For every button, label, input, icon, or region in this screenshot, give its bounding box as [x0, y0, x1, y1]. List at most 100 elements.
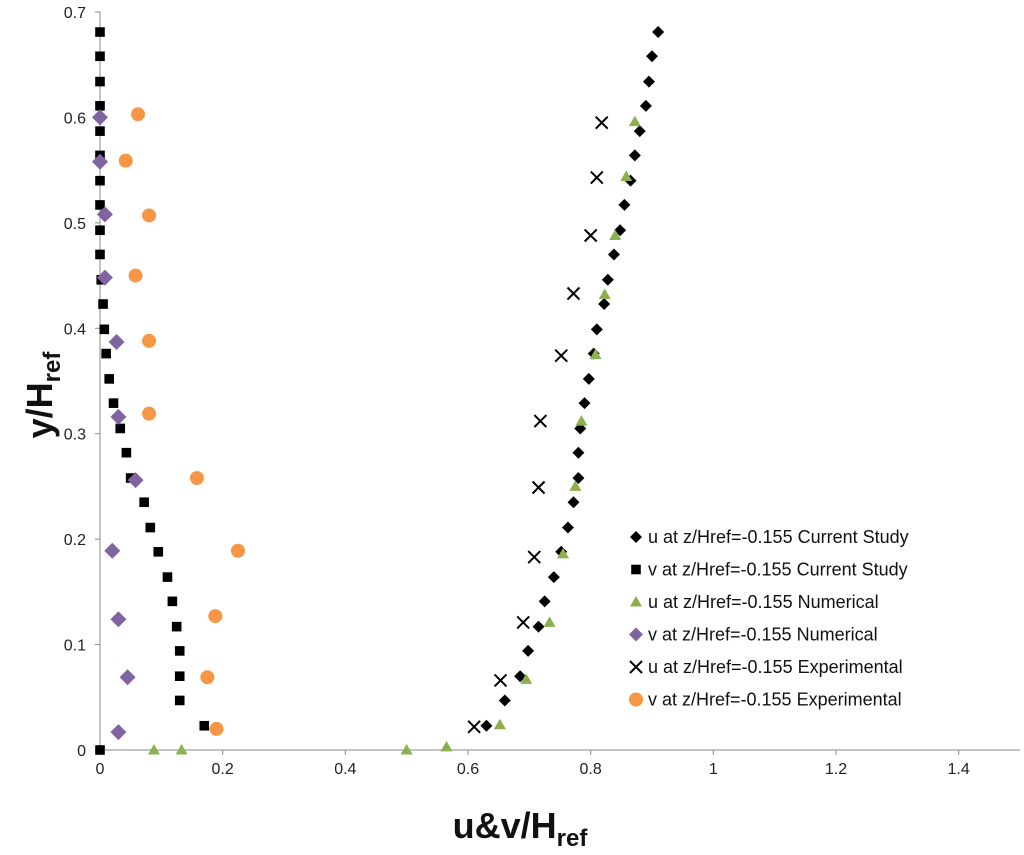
data-point	[628, 149, 641, 162]
series-1	[480, 26, 665, 732]
data-point	[642, 75, 655, 88]
data-point	[108, 333, 125, 350]
data-point	[115, 423, 126, 434]
data-point	[598, 288, 611, 300]
x-tick-label: 0.4	[334, 761, 356, 778]
data-point	[467, 720, 481, 734]
y-tick-label: 0.2	[64, 532, 86, 549]
data-point	[101, 348, 111, 359]
data-point	[543, 616, 556, 627]
data-point	[95, 101, 105, 111]
data-point	[522, 644, 535, 657]
data-point	[92, 153, 108, 170]
y-axis-title-sub: ref	[39, 351, 66, 383]
data-point	[598, 298, 611, 311]
data-point	[440, 740, 453, 752]
data-point	[639, 99, 652, 112]
data-point	[572, 446, 585, 459]
legend-marker	[630, 531, 642, 543]
data-point	[493, 673, 508, 688]
data-point	[174, 695, 185, 706]
series-4	[92, 109, 144, 741]
x-tick-label: 0.2	[212, 761, 234, 778]
x-axis-title-sub: ref	[557, 825, 589, 852]
data-point	[199, 720, 210, 731]
x-tick-label: 1.2	[825, 761, 847, 778]
data-point	[628, 115, 641, 127]
data-point	[566, 286, 581, 301]
legend-label: u at z/Href=-0.155 Current Study	[648, 527, 909, 547]
legend-marker	[630, 596, 642, 607]
legend-marker	[629, 660, 643, 674]
data-point	[520, 673, 533, 684]
y-axis-title-main: y/H	[19, 382, 60, 438]
y-tick-label: 0.7	[64, 5, 86, 22]
data-point	[561, 521, 574, 534]
x-tick-label: 1	[709, 761, 718, 778]
y-axis-title: y/Href	[19, 351, 66, 439]
data-point	[189, 470, 204, 485]
data-point	[110, 724, 127, 741]
data-point	[601, 273, 614, 286]
data-point	[618, 198, 631, 211]
data-point	[578, 397, 591, 410]
data-point	[127, 472, 144, 489]
data-point	[498, 694, 511, 707]
legend-marker	[629, 692, 643, 707]
data-point	[620, 170, 633, 181]
data-point	[609, 229, 622, 241]
data-point	[95, 126, 105, 136]
data-point	[533, 414, 548, 428]
data-points	[92, 26, 665, 755]
data-point	[95, 175, 105, 186]
data-point	[531, 480, 546, 495]
data-point	[175, 744, 188, 755]
y-tick-label: 0.4	[64, 321, 86, 338]
data-point	[646, 50, 658, 63]
data-point	[104, 542, 121, 559]
data-point	[95, 76, 105, 87]
data-point	[139, 497, 149, 508]
x-tick-label: 0.8	[580, 761, 602, 778]
data-point	[96, 269, 113, 286]
data-point	[118, 153, 133, 168]
data-point	[569, 480, 582, 491]
legend-label: u at z/Href=-0.155 Numerical	[648, 592, 879, 612]
data-point	[527, 550, 541, 564]
x-tick-label: 0	[96, 761, 105, 778]
data-point	[400, 744, 413, 755]
x-tick-label: 1.4	[948, 761, 970, 778]
x-tick-label: 0.6	[457, 761, 479, 778]
legend-marker	[629, 627, 643, 642]
data-point	[575, 415, 588, 426]
data-point	[480, 719, 493, 732]
legend-label: v at z/Href=-0.155 Numerical	[648, 625, 878, 645]
data-point	[131, 107, 146, 122]
data-point	[532, 620, 545, 633]
data-point	[582, 372, 595, 385]
data-point	[95, 51, 105, 62]
data-point	[121, 447, 132, 458]
data-point	[142, 333, 157, 348]
series-3	[147, 115, 641, 755]
data-point	[128, 268, 143, 283]
data-point	[147, 744, 160, 755]
data-point	[607, 248, 620, 261]
data-point	[572, 471, 585, 484]
data-point	[167, 596, 178, 607]
y-tick-label: 0.1	[64, 638, 86, 655]
data-point	[95, 27, 105, 37]
data-point	[171, 621, 182, 632]
data-point	[594, 115, 609, 130]
data-point	[516, 615, 530, 630]
series-6	[118, 107, 245, 736]
y-tick-label: 0.3	[64, 427, 86, 444]
y-tick-label: 0.5	[64, 216, 86, 233]
data-point	[95, 249, 105, 260]
data-point	[208, 609, 223, 624]
data-point	[99, 324, 110, 335]
data-point	[145, 522, 156, 533]
y-tick-label: 0	[77, 743, 86, 760]
data-point	[567, 496, 580, 509]
